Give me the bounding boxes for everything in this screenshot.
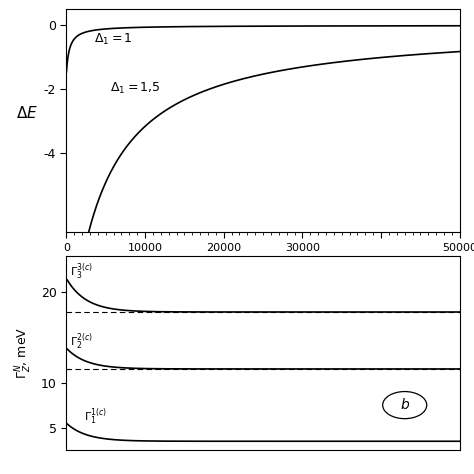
Text: $\Gamma^{1(c)}_1$: $\Gamma^{1(c)}_1$ <box>84 406 107 427</box>
X-axis label: $\Delta_2$, $a_{HgS}$: $\Delta_2$, $a_{HgS}$ <box>236 258 291 276</box>
Y-axis label: $\Gamma^N_Z$, meV: $\Gamma^N_Z$, meV <box>14 327 34 379</box>
Text: $\Gamma^{3(c)}_3$: $\Gamma^{3(c)}_3$ <box>70 262 92 282</box>
Text: b: b <box>401 398 409 412</box>
Text: $\Delta_1=1{,}5$: $\Delta_1=1{,}5$ <box>109 81 160 96</box>
Text: $\Gamma^{2(c)}_2$: $\Gamma^{2(c)}_2$ <box>70 331 92 352</box>
Y-axis label: $\Delta E$: $\Delta E$ <box>16 105 38 121</box>
Text: $\Delta_1=1$: $\Delta_1=1$ <box>94 32 133 47</box>
